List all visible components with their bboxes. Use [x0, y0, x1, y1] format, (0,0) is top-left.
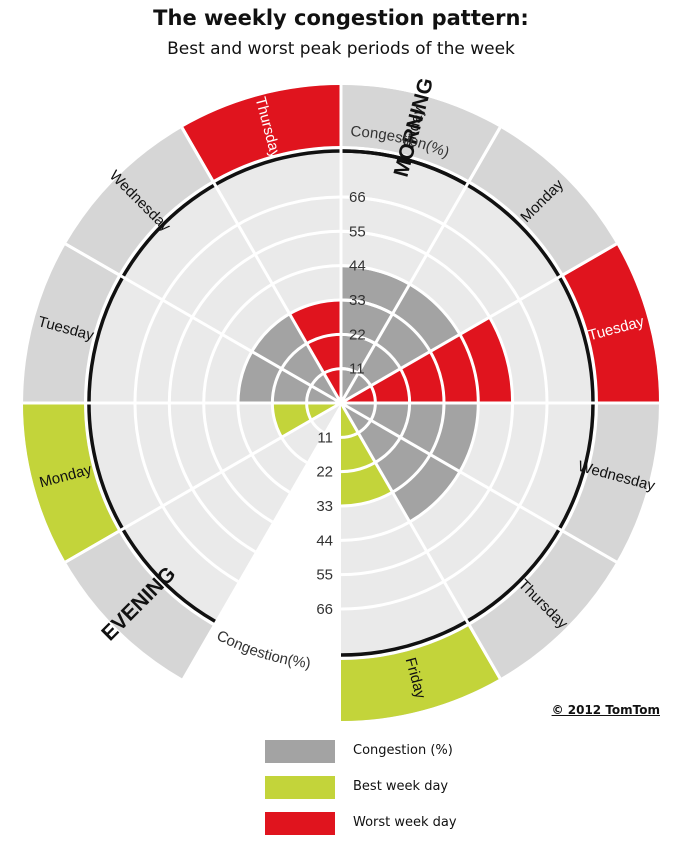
- legend-swatch-congestion: [265, 740, 335, 763]
- band-divider: [462, 615, 502, 680]
- bar-evening-thursday: [289, 300, 341, 403]
- band-divider: [180, 126, 220, 191]
- axis-title-bottom: Congestion(%): [214, 627, 312, 672]
- bar-evening-tuesday: [238, 351, 341, 403]
- axis-tick-label: 55: [316, 567, 333, 584]
- axis-tick-label: 33: [316, 498, 333, 515]
- band-divider: [64, 242, 129, 282]
- chart-title: The weekly congestion pattern:: [153, 6, 529, 30]
- band-divider: [64, 524, 129, 564]
- legend-label-worst: Worst week day: [353, 815, 457, 830]
- legend-swatch-best: [265, 776, 335, 799]
- bar-morning-tuesday: [341, 317, 513, 403]
- period-band-evening: [23, 85, 500, 679]
- band-divider: [462, 126, 502, 191]
- legend-label-best: Best week day: [353, 779, 449, 794]
- axis-tick-label: 22: [316, 464, 333, 481]
- chart-subtitle: Best and worst peak periods of the week: [167, 39, 515, 59]
- day-band-evening-thursday: [182, 85, 341, 181]
- axis-tick-label: 55: [349, 223, 366, 240]
- axis-tick-label: 44: [316, 532, 333, 549]
- band-divider: [553, 524, 618, 564]
- axis-tick-label: 66: [349, 189, 366, 206]
- bar-evening-wednesday: [251, 313, 341, 403]
- period-band-morning: [341, 85, 659, 721]
- axis-tick-label: 44: [349, 258, 366, 275]
- bar-morning-friday: [341, 403, 393, 506]
- bar-morning-thursday: [341, 403, 460, 522]
- day-band-morning-tuesday: [563, 244, 659, 403]
- day-band-morning-friday: [341, 625, 500, 721]
- axis-tick-label: 11: [317, 429, 333, 446]
- day-band-evening-monday: [23, 403, 119, 562]
- axis-tick-label: 33: [349, 292, 366, 309]
- band-divider: [553, 242, 618, 282]
- copyright-credit: © 2012 TomTom: [551, 703, 660, 717]
- legend-swatch-worst: [265, 812, 335, 835]
- axis-tick-label: 66: [316, 601, 333, 618]
- legend-label-congestion: Congestion (%): [353, 743, 453, 758]
- bar-morning-monday: [341, 284, 460, 403]
- axis-tick-label: 11: [349, 361, 365, 378]
- axis-tick-label: 22: [349, 326, 366, 343]
